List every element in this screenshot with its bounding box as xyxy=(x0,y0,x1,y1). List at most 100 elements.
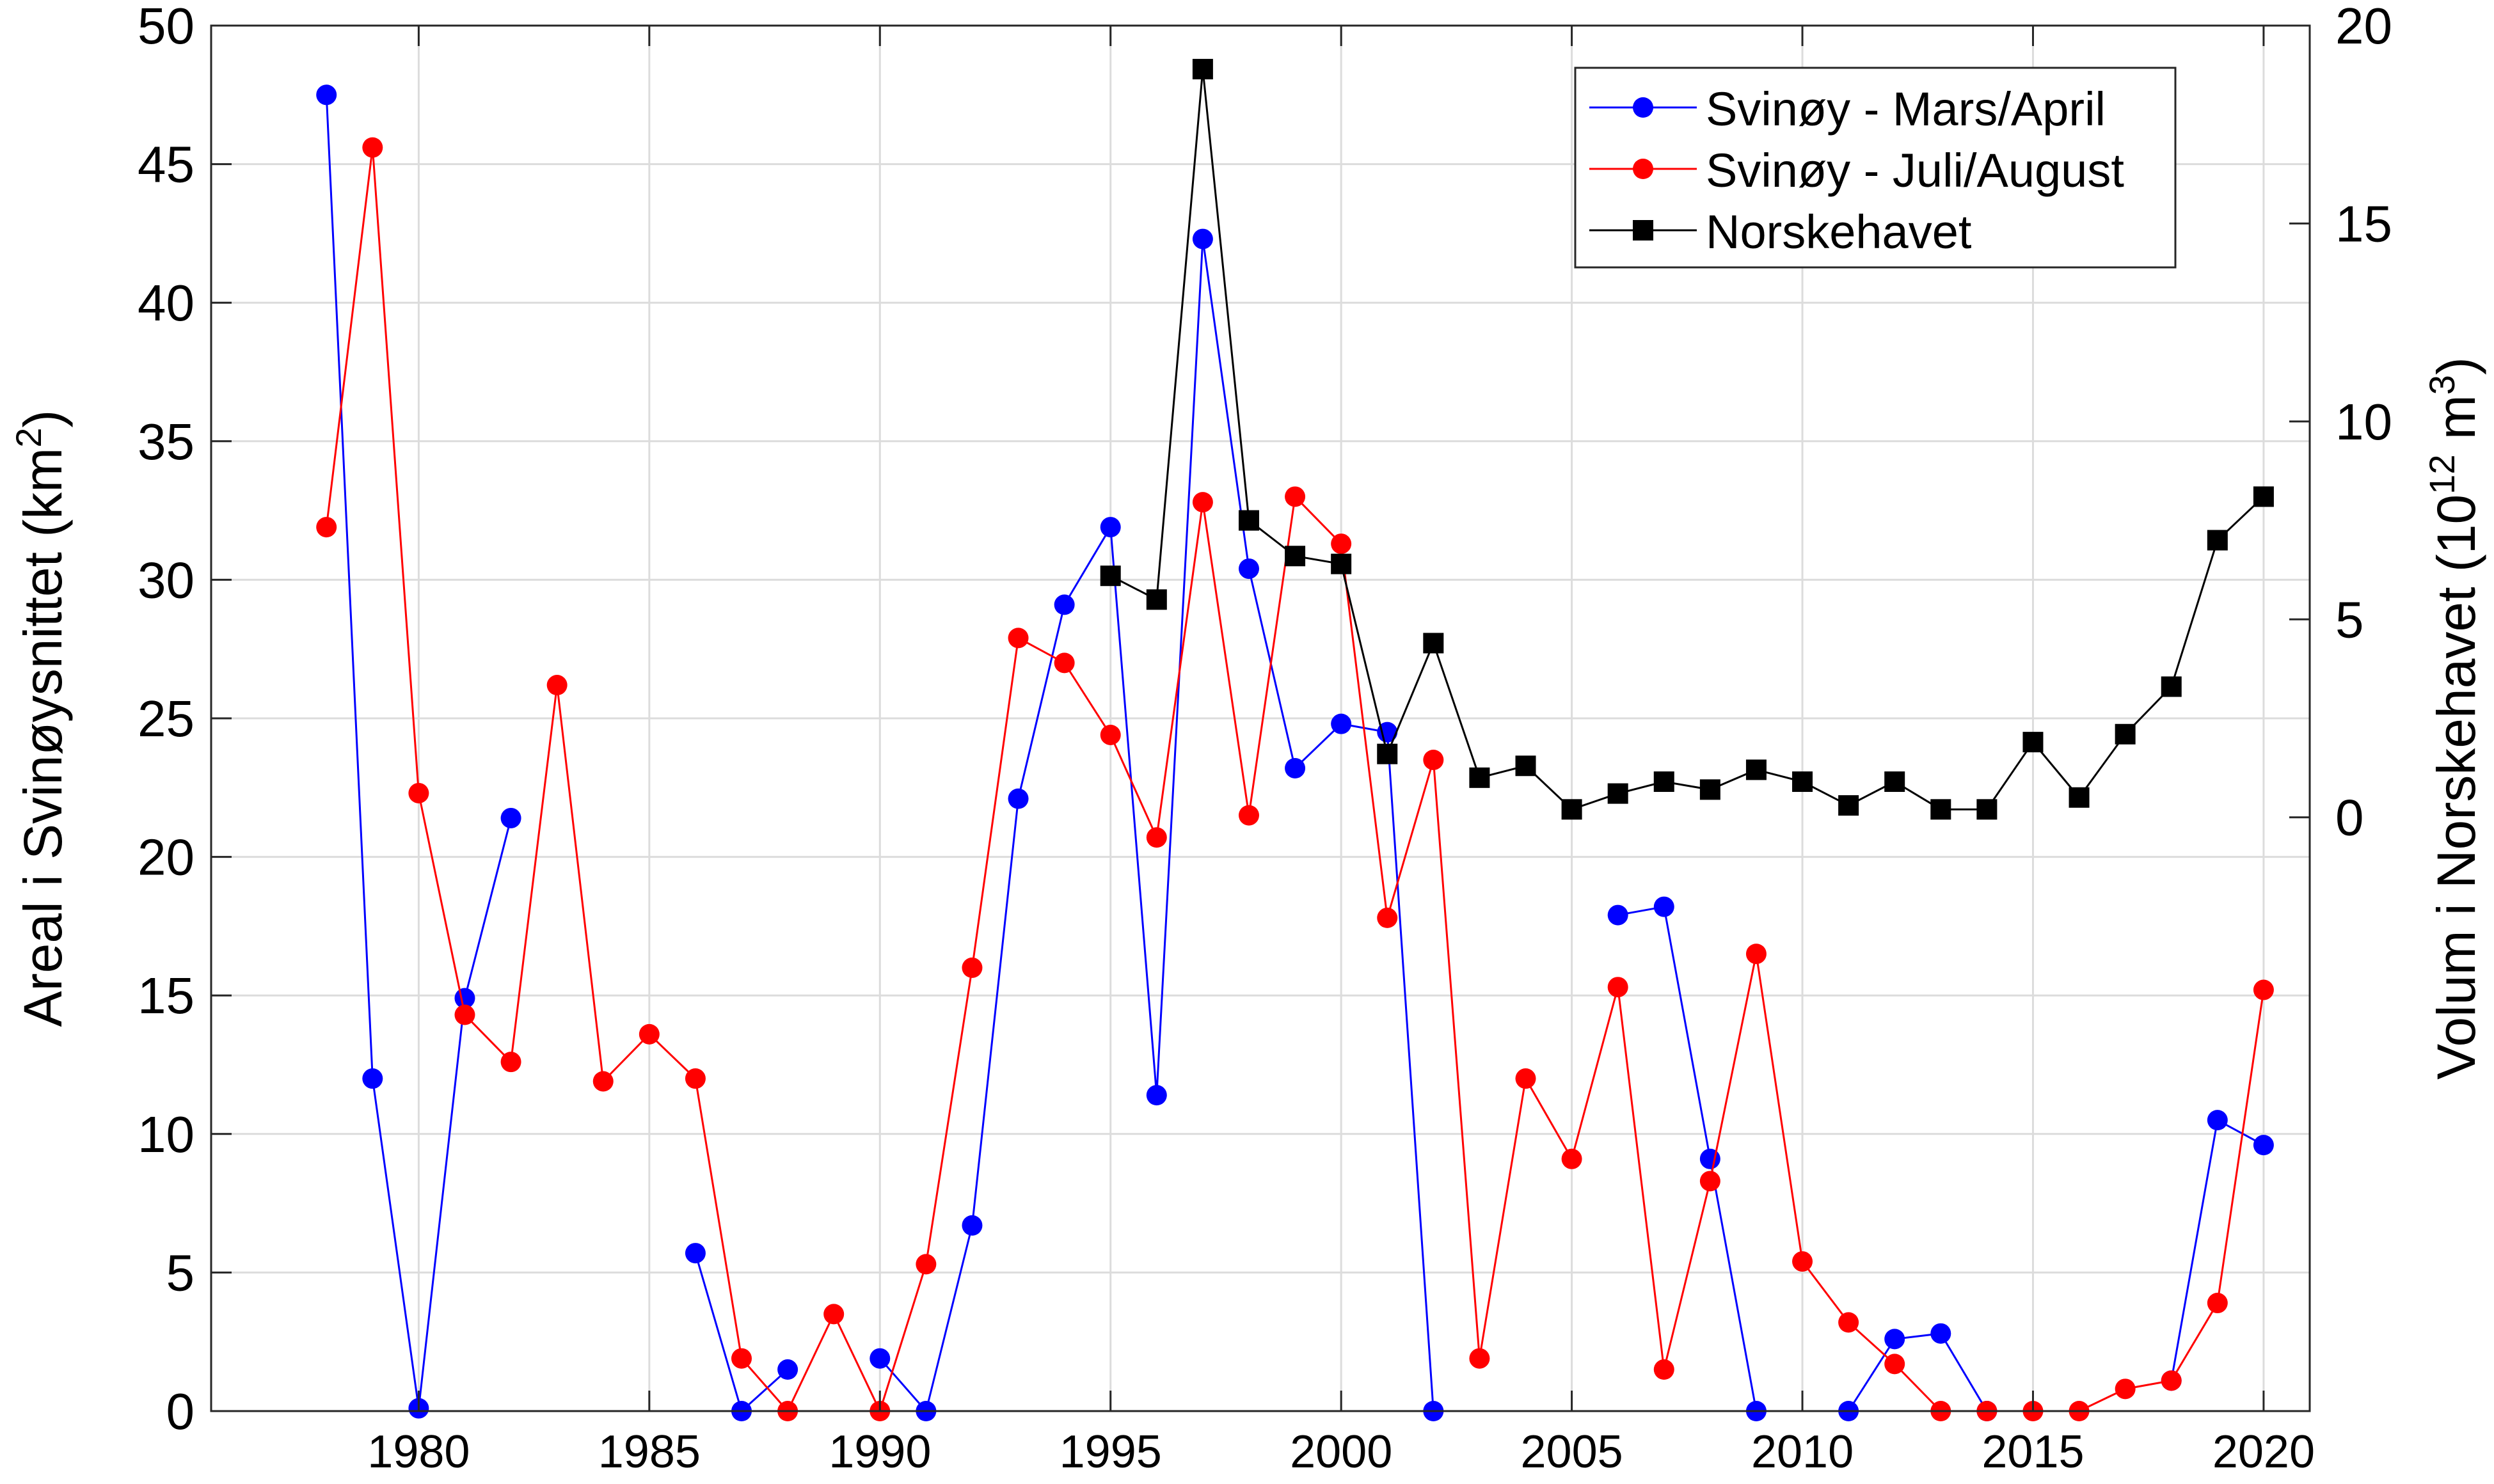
data-point-circle xyxy=(1192,492,1213,513)
y-tick-label-left: 40 xyxy=(138,274,195,331)
series-0 xyxy=(316,84,2274,1421)
axis-ticks xyxy=(211,24,2310,1412)
data-point-circle xyxy=(1423,749,1444,770)
legend-entry-svinoy-mars-april: Svinøy - Mars/April xyxy=(1589,83,2106,136)
series-2 xyxy=(1100,59,2274,820)
data-point-square xyxy=(1469,767,1490,788)
y-tick-label-left: 15 xyxy=(138,967,195,1024)
y-tick-label-right: 0 xyxy=(2335,789,2364,846)
y-tick-label-left: 25 xyxy=(138,690,195,747)
data-point-square xyxy=(1653,771,1674,793)
x-tick-label: 2010 xyxy=(1751,1426,1854,1478)
data-point-square xyxy=(1100,565,1121,587)
legend-marker-square-black xyxy=(1633,220,1653,241)
data-point-circle xyxy=(1930,1323,1951,1344)
y-tick-label-left: 45 xyxy=(138,136,195,193)
data-point-square xyxy=(1976,799,1998,820)
data-point-circle xyxy=(1008,788,1029,809)
data-point-square xyxy=(2161,676,2182,697)
data-point-circle xyxy=(2253,979,2274,1000)
data-point-circle xyxy=(1699,1148,1720,1169)
series-1 xyxy=(316,137,2274,1421)
data-point-square xyxy=(2069,787,2090,808)
data-point-circle xyxy=(916,1254,937,1275)
data-point-square xyxy=(1238,510,1259,531)
data-point-circle xyxy=(1008,628,1029,649)
data-point-square xyxy=(1792,771,1813,793)
data-point-circle xyxy=(1054,652,1075,674)
data-point-square xyxy=(2253,486,2274,507)
data-point-circle xyxy=(1285,757,1306,778)
data-point-circle xyxy=(1607,904,1628,926)
y-tick-label-left: 10 xyxy=(138,1106,195,1163)
y-tick-label-left: 30 xyxy=(138,551,195,608)
legend-entry-svinoy-juli-august: Svinøy - Juli/August xyxy=(1589,144,2124,197)
x-tick-label: 1980 xyxy=(367,1426,470,1478)
data-point-circle xyxy=(362,137,383,158)
data-point-circle xyxy=(962,1215,983,1236)
legend-box xyxy=(1574,67,2177,269)
x-tick-label: 1985 xyxy=(598,1426,701,1478)
data-point-square xyxy=(1884,771,1905,793)
y-tick-label-right: 15 xyxy=(2335,195,2392,252)
y-tick-label-right: 20 xyxy=(2335,0,2392,54)
data-point-circle xyxy=(1884,1329,1905,1350)
data-point-circle xyxy=(1469,1348,1490,1369)
data-point-circle xyxy=(2161,1370,2182,1391)
x-tick-label: 2015 xyxy=(1982,1426,2084,1478)
series-line xyxy=(879,239,1434,1414)
x-tick-label: 1995 xyxy=(1060,1426,1162,1478)
data-point-square xyxy=(1745,759,1767,780)
data-point-circle xyxy=(1238,805,1259,826)
y-tick-label-right: 5 xyxy=(2335,591,2364,648)
data-point-circle xyxy=(362,1068,383,1089)
data-point-square xyxy=(1561,799,1582,820)
data-point-circle xyxy=(1515,1068,1536,1089)
series-line xyxy=(2170,1118,2264,1381)
data-point-circle xyxy=(1146,827,1167,848)
data-point-circle xyxy=(823,1304,845,1325)
data-point-square xyxy=(1192,59,1213,80)
y-axis-label-right: Volum i Norskehavet (1012 m3) xyxy=(2422,357,2486,1080)
data-point-circle xyxy=(592,1071,614,1092)
data-point-square xyxy=(1377,743,1398,764)
data-point-square xyxy=(2022,732,2044,753)
data-point-square xyxy=(2115,723,2136,745)
data-point-square xyxy=(1838,795,1859,816)
series-line xyxy=(325,147,2265,1414)
data-point-circle xyxy=(408,782,429,803)
data-point-circle xyxy=(1192,228,1213,249)
data-point-circle xyxy=(731,1348,752,1369)
legend-label: Norskehavet xyxy=(1706,205,1972,258)
data-point-square xyxy=(1423,633,1444,654)
data-point-circle xyxy=(500,1052,521,1073)
tick-labels: 1980 1985 1990 1995 2000 2005 2010 2015 20200510… xyxy=(138,0,2392,1478)
data-point-square xyxy=(1146,589,1167,610)
series-line xyxy=(1847,1332,1988,1412)
data-point-circle xyxy=(546,675,568,696)
data-point-square xyxy=(1607,783,1628,804)
data-point-circle xyxy=(1699,1171,1720,1192)
data-point-circle xyxy=(1377,722,1398,743)
data-point-circle xyxy=(685,1068,706,1089)
y-tick-label-left: 50 xyxy=(138,0,195,54)
data-point-square xyxy=(1515,755,1536,777)
data-point-circle xyxy=(500,807,521,828)
data-point-circle xyxy=(1884,1354,1905,1375)
data-point-circle xyxy=(1377,907,1398,928)
data-point-circle xyxy=(1331,713,1352,734)
series-line xyxy=(1617,905,1758,1412)
data-point-circle xyxy=(316,84,337,106)
legend-marker-circle-red xyxy=(1633,159,1653,179)
y-tick-label-left: 35 xyxy=(138,413,195,470)
y-tick-label-left: 5 xyxy=(166,1244,195,1301)
data-point-circle xyxy=(316,517,337,538)
data-point-circle xyxy=(870,1348,891,1369)
data-point-circle xyxy=(1838,1312,1859,1333)
legend: Svinøy - Mars/April Svinøy - Juli/August… xyxy=(1574,67,2177,269)
series-layer xyxy=(316,59,2274,1421)
data-point-circle xyxy=(1331,533,1352,555)
y-tick-label-right: 10 xyxy=(2335,393,2392,450)
data-point-circle xyxy=(1054,594,1075,615)
